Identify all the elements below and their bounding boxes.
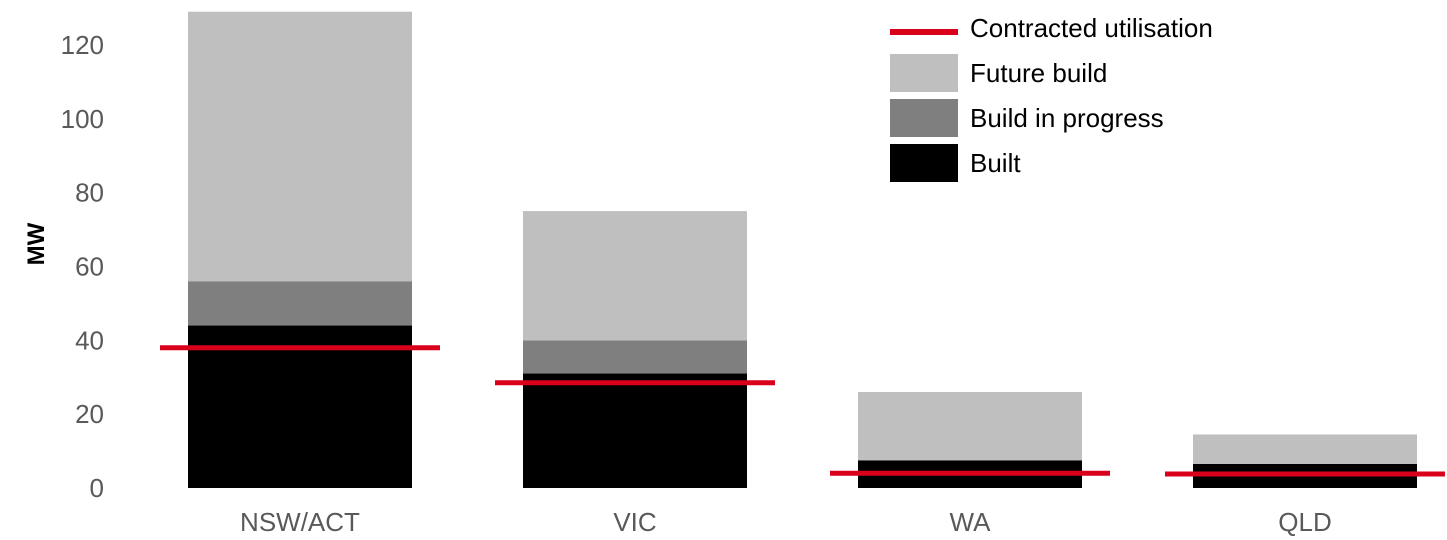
x-category-label: WA	[950, 507, 992, 537]
bar-built	[188, 325, 412, 488]
bar-future-build	[188, 11, 412, 282]
x-category-label: NSW/ACT	[240, 507, 360, 537]
y-tick-label: 80	[75, 178, 104, 208]
legend-swatch-future-build	[890, 54, 958, 92]
bar-built	[523, 373, 747, 488]
x-category-label: VIC	[613, 507, 656, 537]
contracted-utilisation-lines	[160, 345, 1445, 477]
legend-swatch-built	[890, 144, 958, 182]
legend-label: Built	[970, 148, 1021, 178]
y-axis-label: MW	[23, 222, 50, 265]
bar-future-build	[858, 392, 1082, 461]
x-axis: NSW/ACT VIC WA QLD	[240, 507, 1332, 537]
y-tick-label: 60	[75, 251, 104, 281]
bar-build-in-progress	[523, 340, 747, 374]
y-axis: 0 20 40 60 80 100 120	[61, 30, 104, 503]
y-tick-label: 40	[75, 325, 104, 355]
bar-future-build	[1193, 434, 1417, 464]
y-tick-label: 100	[61, 104, 104, 134]
y-tick-label: 120	[61, 30, 104, 60]
legend-label: Build in progress	[970, 103, 1164, 133]
legend-label: Contracted utilisation	[970, 13, 1213, 43]
x-category-label: QLD	[1278, 507, 1331, 537]
y-tick-label: 0	[90, 473, 104, 503]
bar-build-in-progress	[188, 281, 412, 326]
legend-label: Future build	[970, 58, 1107, 88]
legend-swatch-build-in-progress	[890, 99, 958, 137]
y-tick-label: 20	[75, 399, 104, 429]
bar-future-build	[523, 211, 747, 341]
legend: Contracted utilisation Future build Build …	[890, 13, 1213, 182]
bars	[188, 11, 1417, 488]
